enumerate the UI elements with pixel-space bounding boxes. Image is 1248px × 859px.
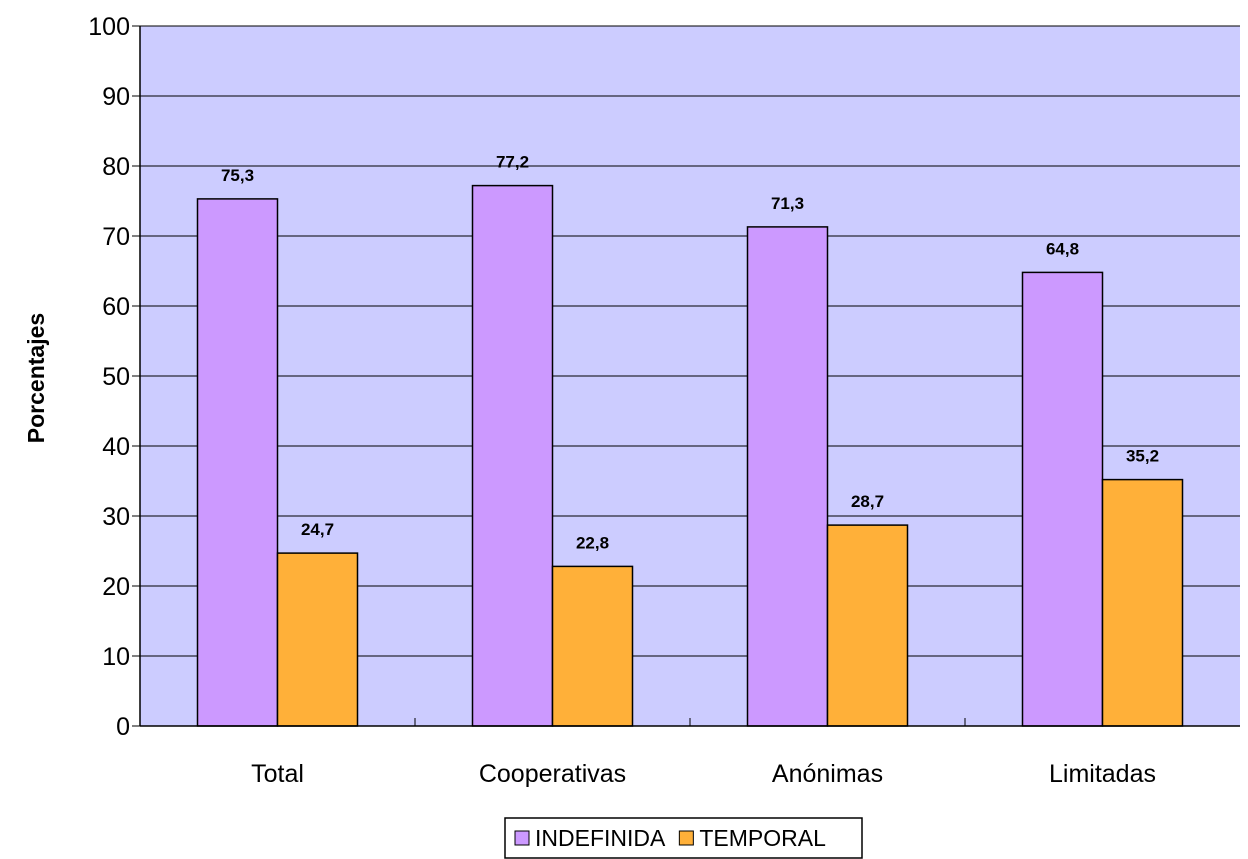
y-tick-label: 10: [102, 643, 130, 671]
y-tick-label: 30: [102, 503, 130, 531]
data-label: 77,2: [496, 153, 529, 172]
legend-label-indefinida: INDEFINIDA: [535, 825, 666, 851]
bar-indefinida-4: [1021, 271, 1104, 727]
x-category-label: Limitadas: [1049, 760, 1156, 788]
data-label: 64,8: [1046, 239, 1079, 258]
x-category-labels: Total Cooperativas Anónimas Limitadas: [251, 760, 1156, 788]
data-label: 75,3: [221, 166, 254, 185]
legend-label-temporal: TEMPORAL: [699, 825, 826, 851]
bar-temporal-3: [826, 524, 909, 727]
data-label: 35,2: [1126, 447, 1159, 466]
y-tick-label: 70: [102, 223, 130, 251]
bar-indefinida-2: [471, 184, 554, 727]
data-label: 24,7: [301, 520, 334, 539]
data-labels: 75,3 24,7 77,2 22,8 71,3 28,7 64,8 35,2: [221, 153, 1159, 553]
y-tick-label: 50: [102, 363, 130, 391]
legend-swatch-temporal: [678, 830, 694, 846]
data-label: 22,8: [576, 533, 609, 552]
bars: [196, 184, 1184, 727]
x-category-label: Total: [251, 760, 304, 788]
y-tick-label: 100: [88, 13, 130, 41]
data-label: 71,3: [771, 194, 804, 213]
axes: [132, 25, 1240, 727]
y-tick-label: 80: [102, 153, 130, 181]
y-tick-label: 60: [102, 293, 130, 321]
legend: INDEFINIDA TEMPORAL: [504, 817, 863, 859]
y-axis-label: Porcentajes: [23, 313, 49, 443]
bar-temporal-2: [551, 565, 634, 727]
bar-indefinida-3: [746, 226, 829, 727]
bar-temporal-4: [1101, 478, 1184, 727]
legend-swatch-indefinida: [514, 830, 530, 846]
data-label: 28,7: [851, 492, 884, 511]
y-tick-labels: 0 10 20 30 40 50 60 70 80 90 100: [88, 13, 130, 741]
gridlines: [140, 25, 1240, 657]
bar-indefinida-1: [196, 198, 279, 727]
bar-temporal-1: [276, 552, 359, 727]
y-tick-label: 40: [102, 433, 130, 461]
y-tick-label: 0: [116, 713, 130, 741]
x-category-label: Cooperativas: [479, 760, 626, 788]
x-category-label: Anónimas: [772, 760, 883, 788]
y-tick-label: 20: [102, 573, 130, 601]
y-tick-label: 90: [102, 83, 130, 111]
